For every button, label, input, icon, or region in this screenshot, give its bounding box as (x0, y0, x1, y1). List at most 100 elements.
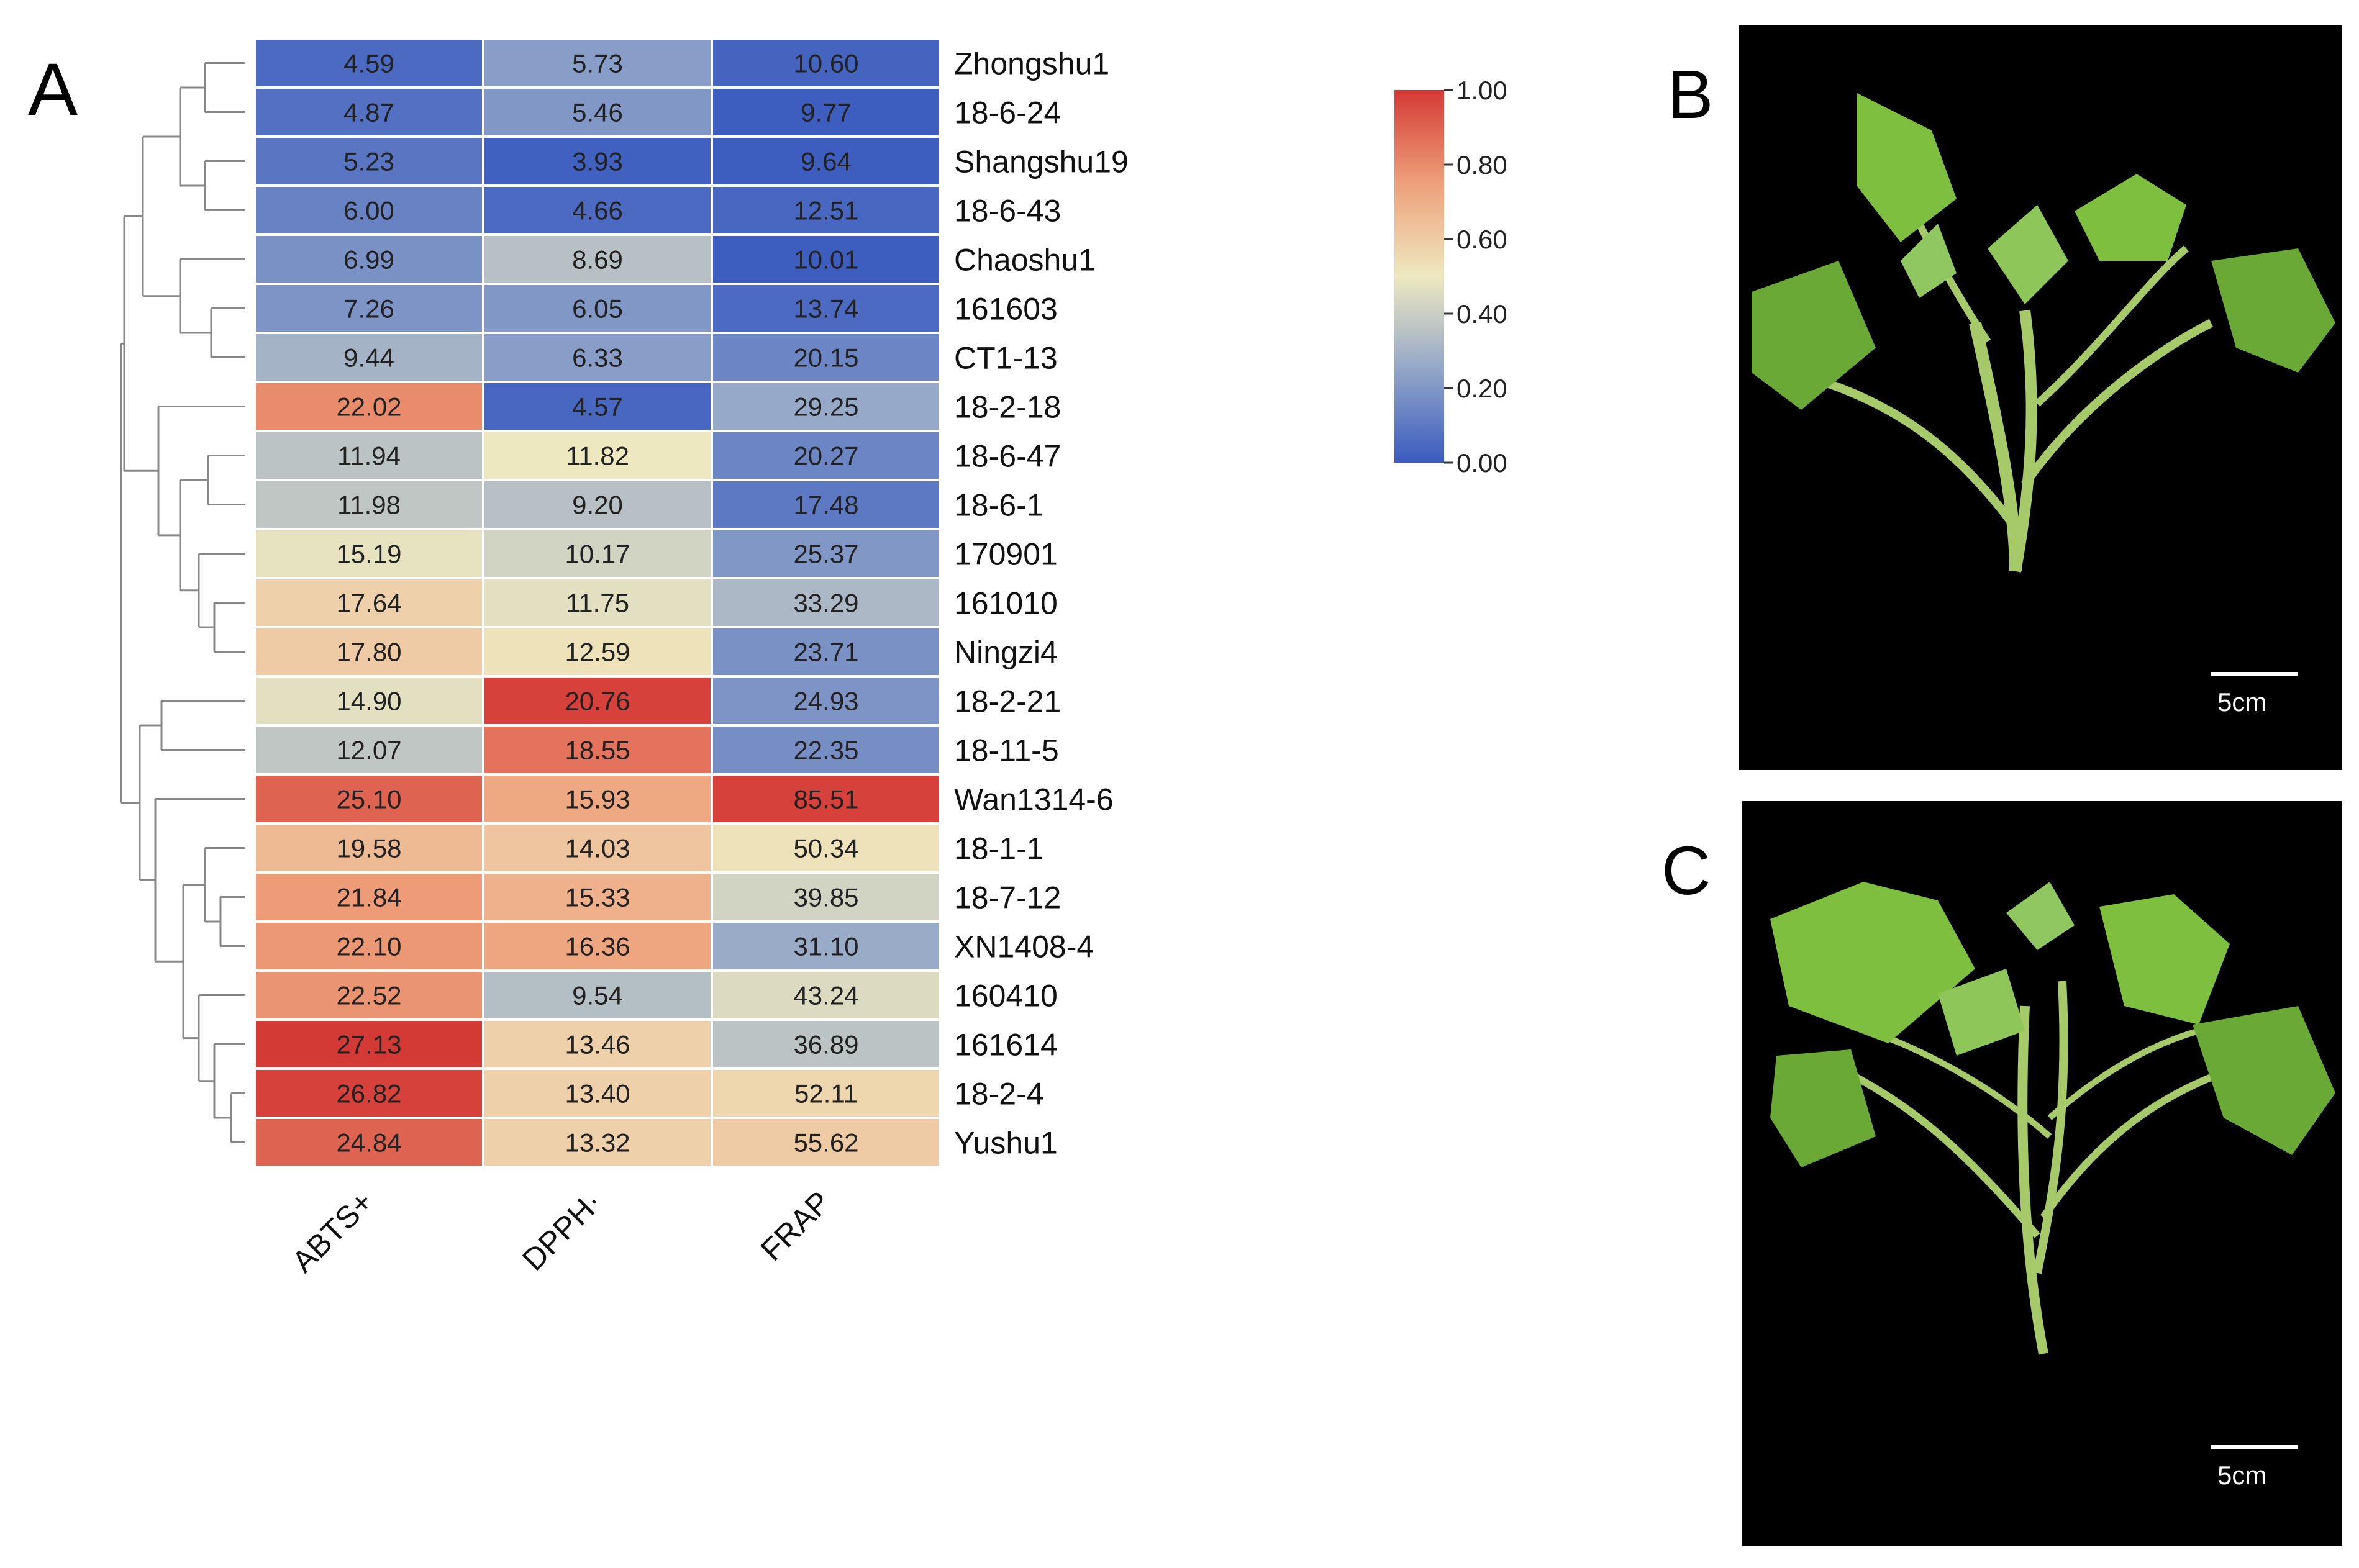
heatmap-cell (482, 381, 713, 432)
colorbar-tick-label: 0.80 (1457, 150, 1507, 179)
heatmap-cell-value: 85.51 (793, 785, 858, 814)
heatmap-cell-value: 11.75 (566, 589, 629, 618)
panel-label-b: B (1668, 57, 1713, 133)
heatmap-cell (482, 969, 713, 1021)
row-label: Shangshu19 (954, 145, 1129, 179)
row-label: Yushu1 (954, 1126, 1058, 1161)
heatmap-cell-value: 19.58 (336, 834, 401, 863)
heatmap-cell-value: 13.74 (793, 294, 858, 324)
row-label: Wan1314-6 (954, 782, 1114, 817)
heatmap-cell (711, 37, 942, 89)
heatmap-cell-value: 25.37 (793, 540, 858, 569)
row-label: 18-6-47 (954, 439, 1061, 474)
heatmap-cell-value: 15.33 (565, 883, 630, 912)
heatmap-cell (711, 184, 942, 236)
heatmap-cell-value: 11.98 (337, 491, 401, 520)
heatmap-cell-value: 20.15 (793, 343, 858, 373)
heatmap: 4.59 5.73 10.60 4.87 5.46 9.77 5.23 3.93 9.64 6.0… (253, 37, 942, 1168)
heatmap-cell-value: 11.94 (337, 442, 401, 471)
colorbar: 1.00 0.80 0.60 0.40 0.20 0.00 (1394, 76, 1507, 478)
heatmap-cell (253, 233, 484, 285)
heatmap-cell (711, 822, 942, 874)
plant-b-illustration: 5cm (1752, 93, 2335, 717)
heatmap-cell-value: 15.19 (336, 540, 401, 569)
heatmap-cell (253, 675, 484, 727)
heatmap-cell-value: 13.32 (565, 1128, 630, 1158)
heatmap-cell (711, 1117, 942, 1168)
heatmap-cell (711, 528, 942, 579)
heatmap-cell (482, 626, 713, 678)
heatmap-cell-value: 52.11 (794, 1079, 858, 1108)
row-label: 18-2-18 (954, 390, 1061, 425)
heatmap-cell-value: 17.64 (336, 589, 401, 618)
heatmap-cell-value: 9.20 (572, 491, 623, 520)
heatmap-cell (482, 233, 713, 285)
heatmap-cell-value: 13.40 (565, 1079, 630, 1108)
heatmap-cell-value: 12.59 (565, 638, 630, 667)
colorbar-tick-label: 0.00 (1457, 448, 1507, 478)
dendrogram (120, 62, 245, 1143)
heatmap-cell-value: 22.10 (336, 932, 401, 961)
heatmap-cell (711, 969, 942, 1021)
heatmap-cell (711, 430, 942, 481)
heatmap-cell (711, 577, 942, 628)
scale-label-b: 5cm (2217, 687, 2266, 717)
heatmap-cell-value: 17.80 (336, 638, 401, 667)
heatmap-cell-value: 55.62 (793, 1128, 858, 1158)
heatmap-cell (482, 1067, 713, 1119)
photo-c: 5cm (1742, 801, 2342, 1546)
heatmap-cell (253, 332, 484, 383)
heatmap-cell-value: 29.25 (793, 392, 858, 422)
heatmap-cell-value: 22.02 (336, 392, 401, 422)
heatmap-cell-value: 4.57 (572, 392, 623, 422)
heatmap-cell (711, 135, 942, 187)
heatmap-cell-value: 25.10 (336, 785, 401, 814)
heatmap-cell-value: 9.44 (343, 343, 394, 373)
heatmap-cell (482, 920, 713, 972)
heatmap-cell-value: 4.87 (343, 98, 394, 127)
heatmap-cell-value: 6.00 (343, 196, 394, 225)
heatmap-cell-value: 31.10 (793, 932, 858, 961)
heatmap-cell-value: 14.90 (336, 687, 401, 716)
row-label: Ningzi4 (954, 635, 1058, 670)
row-label: 161603 (954, 292, 1058, 327)
row-label: 18-6-43 (954, 194, 1061, 229)
heatmap-cell-value: 8.69 (572, 245, 623, 274)
heatmap-cell (253, 969, 484, 1021)
column-label: FRAP (754, 1184, 837, 1267)
heatmap-cell-value: 14.03 (565, 834, 630, 863)
heatmap-cell (711, 626, 942, 678)
heatmap-cell (482, 283, 713, 334)
row-label: 18-1-1 (954, 832, 1044, 866)
heatmap-cell-value: 22.52 (336, 981, 401, 1010)
row-label: 161010 (954, 586, 1058, 621)
heatmap-cell-value: 27.13 (336, 1030, 401, 1059)
heatmap-cell-value: 5.23 (343, 147, 394, 176)
row-label: 18-7-12 (954, 881, 1061, 915)
heatmap-cell (253, 1117, 484, 1168)
colorbar-tick-label: 0.40 (1457, 299, 1507, 329)
heatmap-cell-value: 18.55 (565, 736, 630, 765)
heatmap-cell-value: 12.07 (336, 736, 401, 765)
heatmap-cell (482, 871, 713, 923)
colorbar-tick-label: 0.60 (1457, 225, 1507, 254)
heatmap-cell-value: 39.85 (793, 883, 858, 912)
heatmap-cell-value: 6.05 (572, 294, 623, 324)
heatmap-cell (253, 381, 484, 432)
heatmap-cell-value: 9.77 (801, 98, 852, 127)
heatmap-cell-value: 5.73 (572, 49, 623, 78)
heatmap-cell-value: 26.82 (336, 1079, 401, 1108)
heatmap-cell (253, 871, 484, 923)
heatmap-cell-value: 15.93 (565, 785, 630, 814)
heatmap-cell-value: 20.76 (565, 687, 630, 716)
heatmap-cell (711, 233, 942, 285)
heatmap-cell (711, 283, 942, 334)
panel-label-a: A (28, 48, 78, 131)
row-label: 160410 (954, 979, 1058, 1013)
row-label: XN1408-4 (954, 930, 1094, 964)
heatmap-cell-value: 13.46 (565, 1030, 630, 1059)
heatmap-cell-value: 6.33 (572, 343, 623, 373)
heatmap-cell-value: 6.99 (343, 245, 394, 274)
heatmap-cell-value: 10.17 (565, 540, 630, 569)
